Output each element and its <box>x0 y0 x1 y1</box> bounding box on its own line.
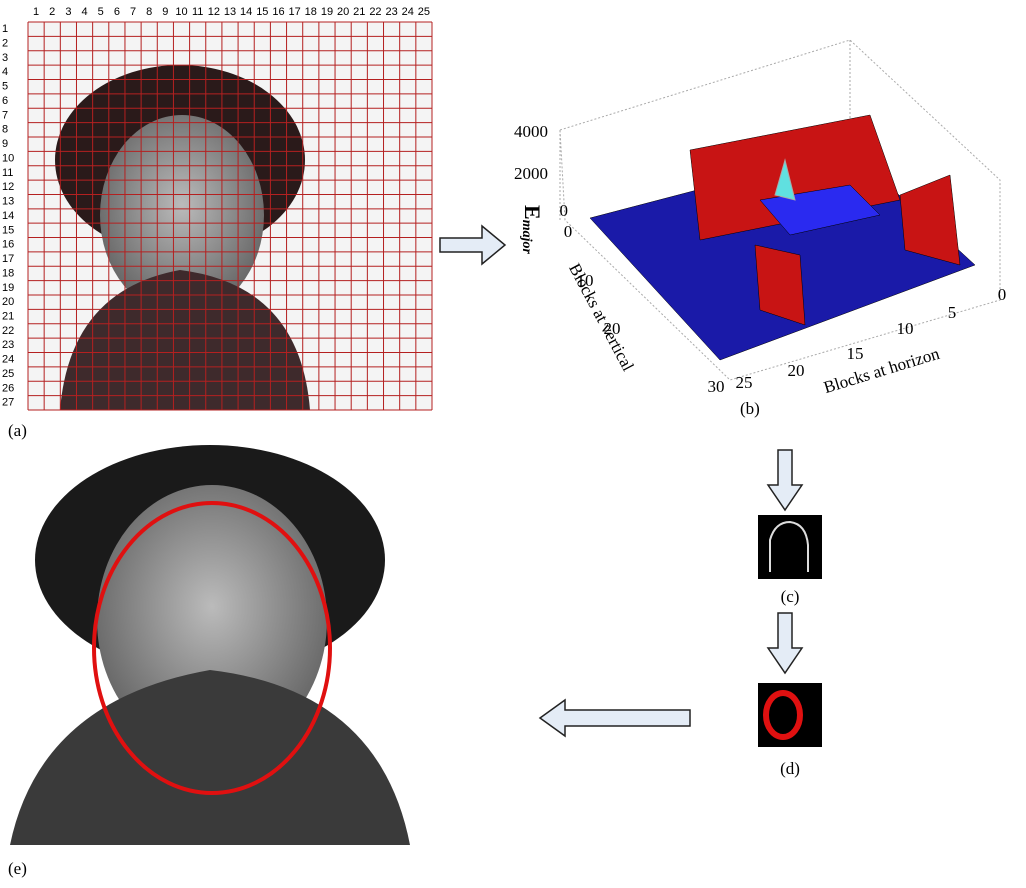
row-number: 6 <box>2 95 8 107</box>
column-number: 2 <box>49 6 55 18</box>
column-number: 10 <box>175 6 187 18</box>
z-tick-label: 2000 <box>514 164 548 183</box>
arrow <box>440 226 505 264</box>
horizontal-tick-label: 15 <box>847 344 864 363</box>
horizontal-tick-label: 0 <box>998 285 1007 304</box>
row-number: 11 <box>2 167 13 179</box>
horizontal-tick-label: 20 <box>788 361 805 380</box>
column-number: 9 <box>162 6 168 18</box>
row-number: 18 <box>2 267 14 279</box>
row-number: 19 <box>2 282 14 294</box>
horizontal-tick-label: 10 <box>897 319 914 338</box>
column-number: 16 <box>272 6 284 18</box>
column-number: 23 <box>385 6 397 18</box>
row-number: 21 <box>2 310 14 322</box>
row-number: 20 <box>2 296 14 308</box>
row-number: 10 <box>2 152 14 164</box>
column-number: 15 <box>256 6 268 18</box>
column-number: 4 <box>81 6 87 18</box>
column-number: 7 <box>130 6 136 18</box>
row-number: 22 <box>2 325 14 337</box>
row-number: 15 <box>2 224 14 236</box>
panel-label: (a) <box>8 421 27 440</box>
face-image-a <box>28 22 432 410</box>
row-number: 9 <box>2 138 8 150</box>
row-number: 1 <box>2 23 8 35</box>
horizontal-tick-label: 5 <box>948 303 957 322</box>
column-number: 20 <box>337 6 349 18</box>
row-number: 27 <box>2 397 14 409</box>
row-number: 4 <box>2 66 8 78</box>
row-number: 26 <box>2 382 14 394</box>
column-number: 24 <box>402 6 414 18</box>
column-number: 5 <box>98 6 104 18</box>
row-number: 17 <box>2 253 14 265</box>
vertical-tick-label: 0 <box>564 222 573 241</box>
z-axis-subscript: major <box>519 220 534 255</box>
panel-label: (b) <box>740 399 760 418</box>
arrow <box>768 450 802 510</box>
z-tick-label: 4000 <box>514 122 548 141</box>
column-number: 22 <box>369 6 381 18</box>
row-number: 8 <box>2 124 8 136</box>
row-number: 2 <box>2 37 8 49</box>
row-number: 12 <box>2 181 14 193</box>
blob-image-c <box>758 515 822 579</box>
column-number: 13 <box>224 6 236 18</box>
horizontal-tick-label: 25 <box>736 373 753 392</box>
column-number: 18 <box>305 6 317 18</box>
horizontal-axis-label: Blocks at horizon <box>821 344 942 397</box>
column-number: 14 <box>240 6 252 18</box>
row-number: 14 <box>2 210 14 222</box>
z-tick-label: 0 <box>560 201 569 220</box>
row-number: 13 <box>2 196 14 208</box>
column-number: 8 <box>146 6 152 18</box>
column-number: 21 <box>353 6 365 18</box>
row-number: 5 <box>2 81 8 93</box>
panel-label: (d) <box>780 759 800 778</box>
column-number: 17 <box>289 6 301 18</box>
column-number: 1 <box>33 6 39 18</box>
z-axis-label: Emajor <box>519 205 545 254</box>
column-number: 11 <box>192 6 203 18</box>
column-number: 6 <box>114 6 120 18</box>
panel-label: (c) <box>781 587 800 606</box>
column-number: 25 <box>418 6 430 18</box>
column-number: 19 <box>321 6 333 18</box>
arrow <box>540 700 690 736</box>
row-number: 7 <box>2 109 8 121</box>
row-number: 16 <box>2 239 14 251</box>
row-number: 24 <box>2 354 14 366</box>
row-number: 3 <box>2 52 8 64</box>
column-number: 12 <box>208 6 220 18</box>
vertical-axis-label: Blocks at vertical <box>565 260 638 374</box>
row-number: 25 <box>2 368 14 380</box>
figure: 1234567891011121314151617181920212223242… <box>0 0 1026 888</box>
row-number: 23 <box>2 339 14 351</box>
arrow <box>768 613 802 673</box>
panel-label: (e) <box>8 859 27 878</box>
page: 1234567891011121314151617181920212223242… <box>0 0 1026 888</box>
z-axis-label-main: E <box>520 205 545 220</box>
vertical-tick-label: 30 <box>708 377 725 396</box>
surface-plot <box>560 40 1000 380</box>
column-number: 3 <box>65 6 71 18</box>
